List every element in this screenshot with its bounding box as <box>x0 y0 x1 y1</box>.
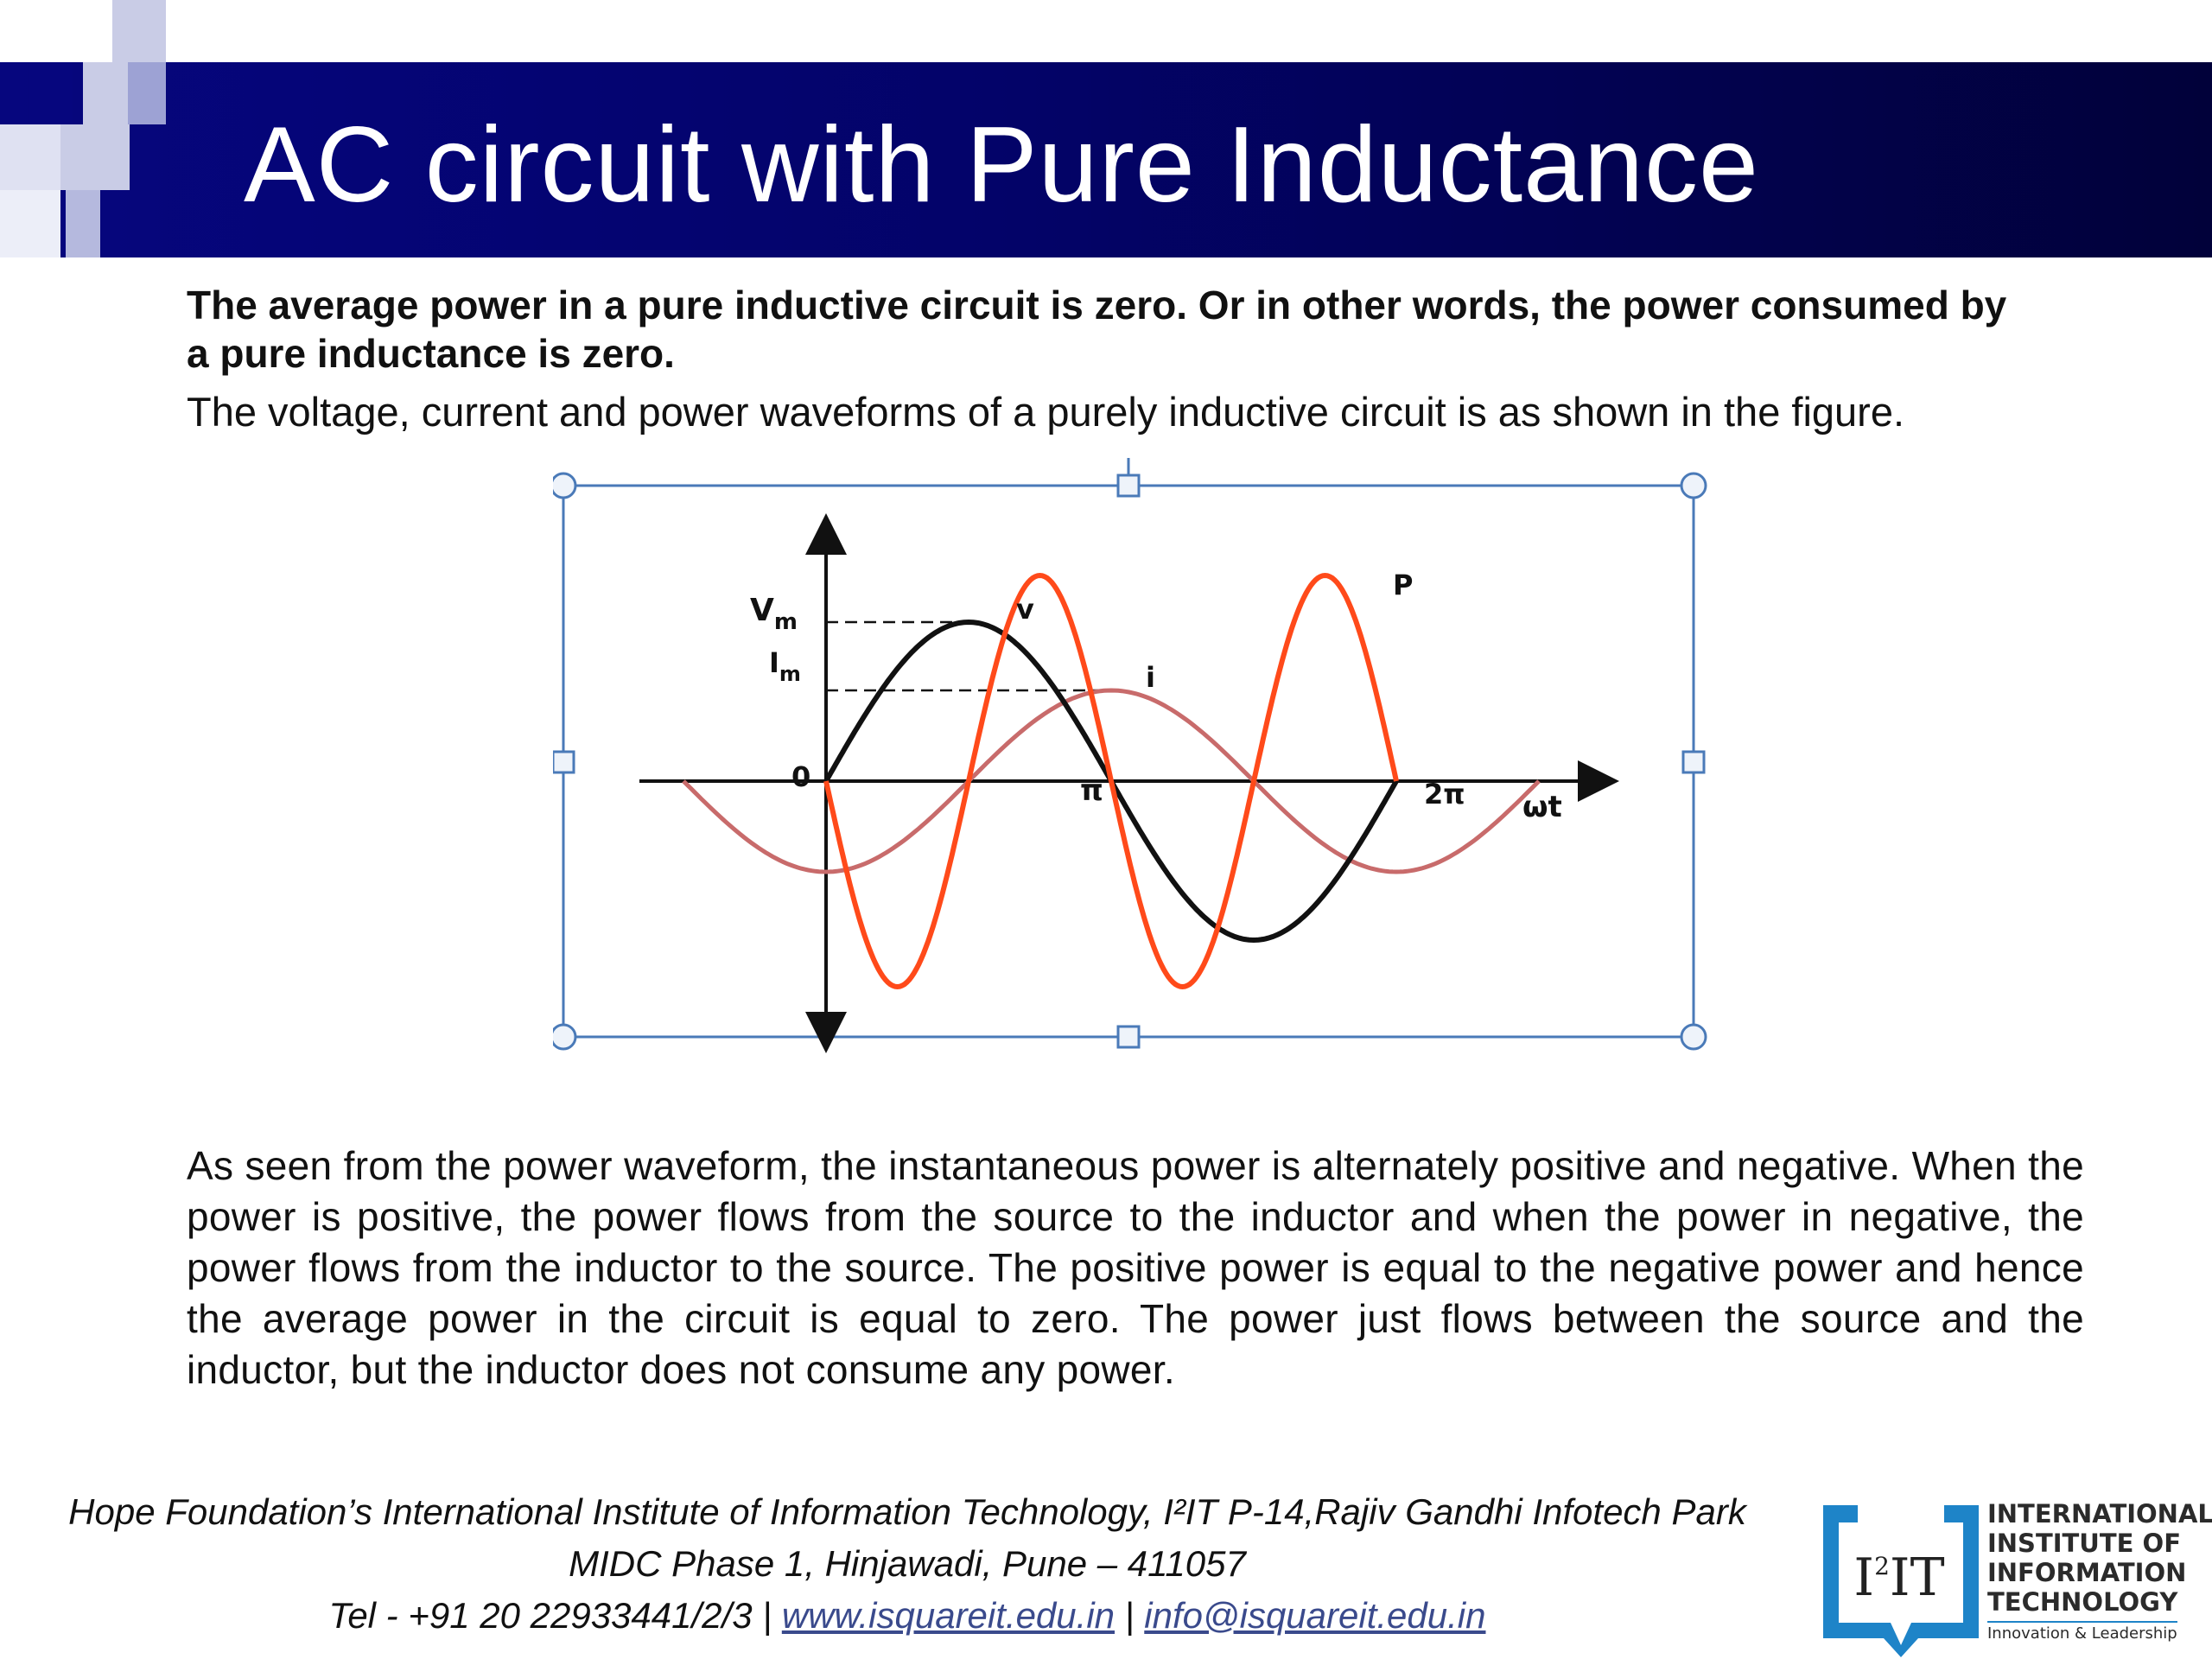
logo-line4: TECHNOLOGY <box>1987 1587 2178 1617</box>
corner-handle-br[interactable] <box>1680 1023 1707 1051</box>
i-label: i <box>1146 661 1155 694</box>
logo-line3: INFORMATION <box>1987 1558 2187 1587</box>
footer-contact-line: Tel - +91 20 22933441/2/3 | www.isquarei… <box>0 1590 1815 1642</box>
lead-paragraph: The average power in a pure inductive ci… <box>187 283 2007 376</box>
footer-address-line2: MIDC Phase 1, Hinjawadi, Pune – 411057 <box>569 1543 1246 1584</box>
v-label: v <box>1016 593 1034 626</box>
footer-tel: Tel - +91 20 22933441/2/3 | <box>328 1595 782 1636</box>
selection-frame[interactable] <box>562 484 1695 1039</box>
logo-line1: INTERNATIONAL <box>1987 1499 2212 1529</box>
two-pi-label: 2π <box>1424 778 1465 810</box>
current-wave <box>682 688 1541 874</box>
intro-paragraph: The voltage, current and power waveforms… <box>187 389 1905 435</box>
logo-line2: INSTITUTE OF <box>1987 1529 2181 1558</box>
edge-handle-top[interactable] <box>1116 474 1141 498</box>
vm-label: Vm <box>750 593 798 635</box>
waveform-figure[interactable]: Vm Im 0 π 2π ωt v i P <box>553 458 1711 1063</box>
website-link[interactable]: www.isquareit.edu.in <box>781 1595 1116 1636</box>
title-banner <box>0 62 2212 257</box>
corner-handle-tr[interactable] <box>1680 472 1707 499</box>
svg-text:I2IT: I2IT <box>1853 1548 1944 1608</box>
footer-address-line1: Hope Foundation’s International Institut… <box>68 1491 1746 1532</box>
power-wave <box>823 572 1399 990</box>
corner-handle-bl[interactable] <box>553 1023 577 1051</box>
footer-separator: | <box>1115 1595 1145 1636</box>
footer: Hope Foundation’s International Institut… <box>0 1486 1815 1642</box>
edge-handle-bottom[interactable] <box>1116 1025 1141 1049</box>
edge-handle-left[interactable] <box>553 750 575 774</box>
im-label: Im <box>769 646 801 686</box>
pi-label: π <box>1080 773 1103 808</box>
i2it-logo-mark: I2IT <box>1823 1505 1979 1657</box>
omega-t-label: ωt <box>1522 790 1562 824</box>
edge-handle-right[interactable] <box>1681 750 1706 774</box>
decorative-squares <box>0 0 173 259</box>
body-paragraph: As seen from the power waveform, the ins… <box>187 1143 2084 1392</box>
origin-label: 0 <box>791 760 810 793</box>
corner-handle-tl[interactable] <box>553 472 577 499</box>
logo-wordmark: INTERNATIONAL INSTITUTE OF INFORMATION T… <box>1987 1499 2212 1617</box>
slide-title: AC circuit with Pure Inductance <box>244 105 1759 225</box>
p-label: P <box>1393 569 1413 601</box>
logo-tagline: Innovation & Leadership <box>1987 1621 2177 1643</box>
email-link[interactable]: info@isquareit.edu.in <box>1144 1595 1486 1636</box>
